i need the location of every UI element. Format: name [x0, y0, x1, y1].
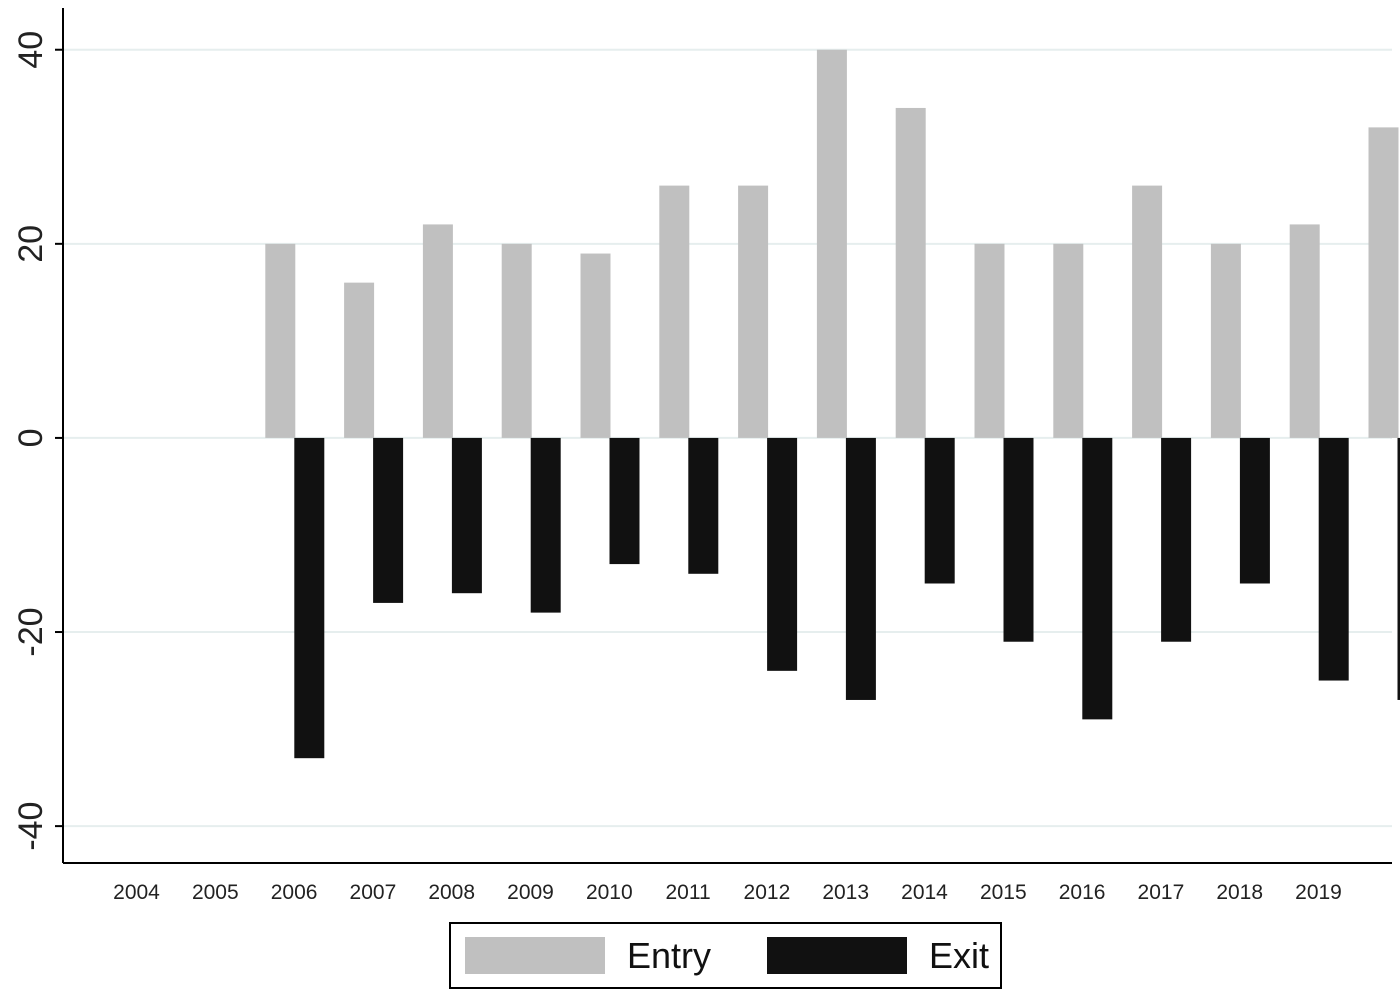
bars [265, 49, 1400, 759]
bar-exit-2010 [688, 437, 719, 574]
bar-exit-2017 [1239, 437, 1270, 584]
bar-exit-2012 [845, 437, 876, 700]
x-tick-label: 2012 [744, 881, 791, 904]
x-ticks: 2004 2005 2006 2007 2008 2009 2010 2011 2012 2013… [113, 881, 1342, 904]
x-tick-label: 2015 [980, 881, 1027, 904]
x-tick-label: 2007 [350, 881, 397, 904]
x-tick-label: 2009 [507, 881, 554, 904]
bar-entry-2013 [895, 107, 926, 438]
bar-entry-2010 [659, 185, 690, 438]
bar-exit-2018 [1318, 437, 1349, 681]
bar-exit-2009 [609, 437, 640, 565]
legend: Entry Exit [449, 922, 1002, 989]
x-tick-label: 2006 [271, 881, 318, 904]
y-ticks: -40 -20 0 20 40 [12, 31, 63, 851]
x-tick-label: 2005 [192, 881, 239, 904]
bar-entry-2014 [974, 243, 1005, 438]
x-tick-label: 2004 [113, 881, 160, 904]
bar-exit-2007 [451, 437, 482, 594]
bar-entry-2007 [422, 224, 453, 438]
bar-entry-2009 [580, 253, 611, 438]
x-tick-label: 2014 [901, 881, 948, 904]
x-tick-label: 2017 [1138, 881, 1185, 904]
bar-entry-2005 [265, 243, 296, 438]
y-tick-label: -20 [12, 607, 50, 656]
x-tick-label: 2010 [586, 881, 633, 904]
x-tick-label: 2008 [428, 881, 475, 904]
bar-exit-2008 [530, 437, 561, 613]
legend-item-entry: Entry [465, 924, 711, 987]
bar-entry-2017 [1210, 243, 1241, 438]
legend-label-exit: Exit [929, 934, 990, 976]
bar-exit-2016 [1161, 437, 1192, 642]
x-tick-label: 2018 [1216, 881, 1263, 904]
bar-entry-2011 [738, 185, 769, 438]
x-tick-label: 2016 [1059, 881, 1106, 904]
bar-entry-2016 [1132, 185, 1163, 438]
bar-exit-2019 [1397, 437, 1400, 700]
legend-label-entry: Entry [627, 934, 712, 976]
legend-item-exit: Exit [767, 924, 989, 987]
bar-exit-2015 [1082, 437, 1113, 720]
x-tick-label: 2013 [822, 881, 869, 904]
x-tick-label: 2019 [1295, 881, 1342, 904]
bar-entry-2008 [501, 243, 532, 438]
y-tick-label: 20 [12, 225, 50, 263]
bar-entry-2012 [816, 49, 847, 438]
y-tick-label: 0 [12, 428, 50, 447]
bar-entry-2015 [1053, 243, 1084, 438]
bar-exit-2014 [1003, 437, 1034, 642]
bar-entry-2019 [1368, 127, 1399, 438]
bar-exit-2013 [924, 437, 955, 584]
bar-entry-2018 [1289, 224, 1320, 438]
gridlines [63, 48, 1392, 828]
bar-exit-2011 [767, 437, 798, 671]
bar-exit-2006 [373, 437, 404, 603]
x-tick-label: 2011 [666, 881, 711, 904]
legend-swatch-entry [465, 937, 605, 974]
y-tick-label: 40 [12, 31, 50, 69]
legend-swatch-exit [767, 937, 907, 974]
bar-exit-2005 [294, 437, 325, 759]
bar-entry-2006 [344, 282, 375, 438]
axes [62, 8, 1392, 864]
y-tick-label: -40 [12, 802, 50, 851]
